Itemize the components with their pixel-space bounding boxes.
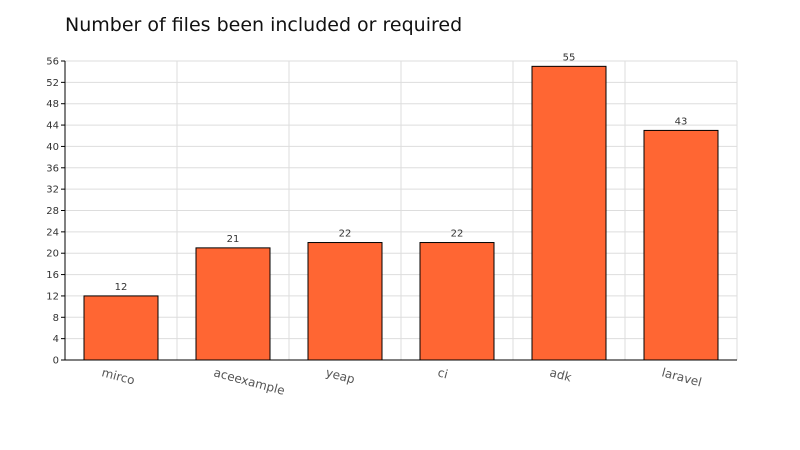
value-label-ci: 22 bbox=[451, 229, 464, 240]
value-label-adk: 55 bbox=[563, 52, 576, 63]
category-label-adk: adk bbox=[548, 365, 573, 384]
y-tick-label: 16 bbox=[46, 270, 59, 281]
bar-ci bbox=[419, 242, 495, 361]
y-tick-label: 44 bbox=[46, 121, 59, 132]
y-tick-label: 12 bbox=[46, 291, 59, 302]
category-label-yeap: yeap bbox=[324, 365, 356, 386]
bar-yeap bbox=[307, 242, 383, 361]
category-label-aceexample: aceexample bbox=[212, 365, 286, 397]
y-tick-label: 48 bbox=[46, 99, 59, 110]
y-tick-label: 36 bbox=[46, 163, 59, 174]
y-tick-label: 40 bbox=[46, 142, 59, 153]
y-tick-label: 8 bbox=[53, 313, 59, 324]
category-label-mirco: mirco bbox=[100, 365, 136, 387]
y-tick-label: 20 bbox=[46, 249, 59, 260]
y-tick-label: 0 bbox=[53, 356, 59, 367]
chart-title: Number of files been included or require… bbox=[65, 14, 463, 36]
y-tick-label: 28 bbox=[46, 206, 59, 217]
category-label-ci: ci bbox=[436, 365, 449, 381]
bar-adk bbox=[531, 65, 607, 361]
y-tick-label: 56 bbox=[46, 57, 59, 68]
axis-layer bbox=[61, 60, 737, 361]
value-label-laravel: 43 bbox=[675, 116, 688, 127]
y-tick-label: 32 bbox=[46, 185, 59, 196]
value-label-mirco: 12 bbox=[115, 282, 128, 293]
bar-mirco bbox=[83, 295, 159, 361]
grid-layer bbox=[64, 60, 738, 361]
category-label-laravel: laravel bbox=[660, 365, 703, 389]
bar-aceexample bbox=[195, 247, 271, 361]
y-tick-label: 52 bbox=[46, 78, 59, 89]
value-label-aceexample: 21 bbox=[227, 234, 240, 245]
y-tick-label: 4 bbox=[53, 334, 59, 345]
y-tick-label: 24 bbox=[46, 227, 59, 238]
bar-laravel bbox=[643, 129, 719, 361]
bar-layer bbox=[83, 65, 719, 361]
value-label-yeap: 22 bbox=[339, 229, 352, 240]
